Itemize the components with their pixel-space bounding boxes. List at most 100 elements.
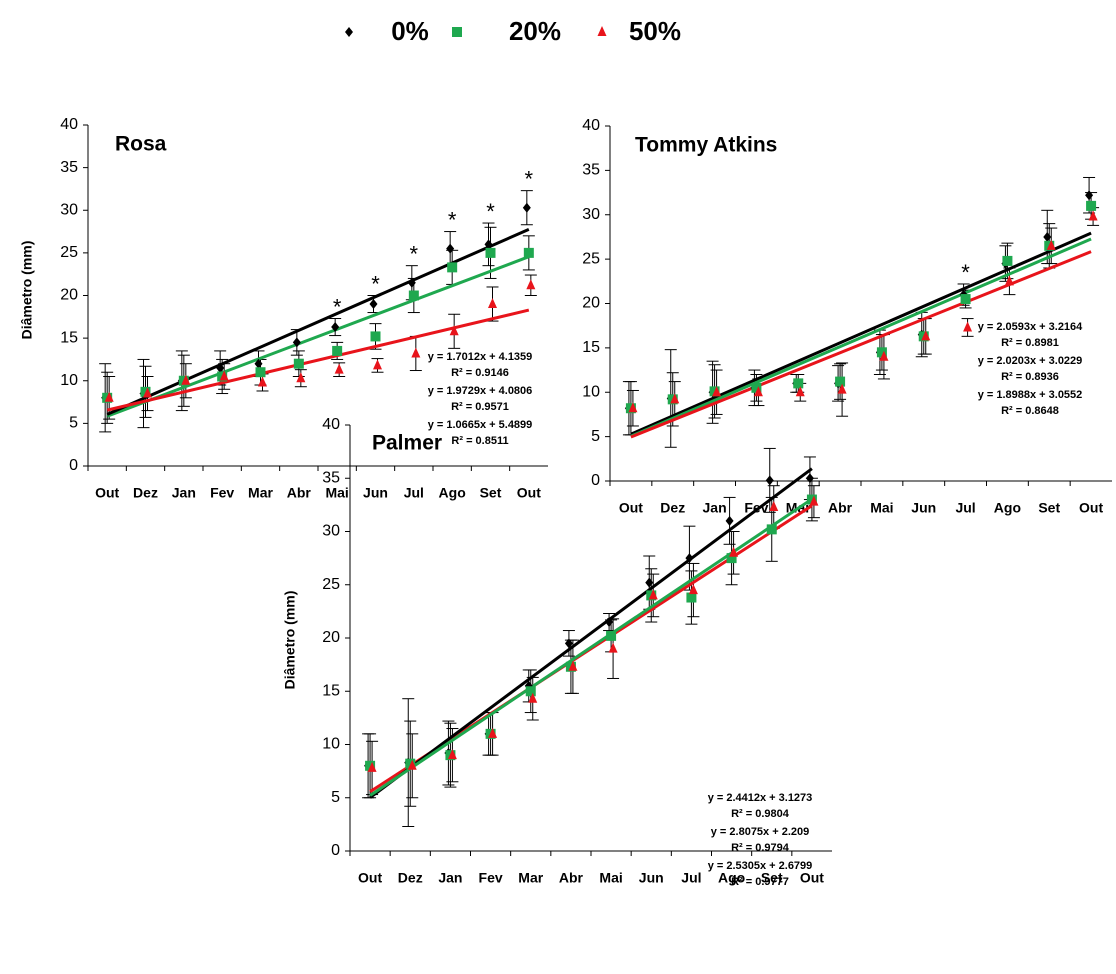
legend-label: 50% [629, 16, 681, 46]
marker [1085, 190, 1094, 201]
x-tick-label: Out [619, 500, 643, 516]
marker [334, 363, 344, 374]
x-tick-label: Mai [325, 485, 348, 501]
y-tick-label: 35 [322, 469, 340, 486]
significance-mark: * [371, 271, 380, 296]
marker [795, 386, 805, 397]
marker [140, 386, 151, 397]
marker [608, 642, 618, 653]
trend-equation: y = 2.0203x + 3.0229 [978, 355, 1083, 367]
marker [528, 692, 538, 703]
x-tick-label: Jun [363, 485, 388, 501]
marker [670, 393, 680, 404]
significance-mark: * [410, 241, 419, 266]
x-tick-label: Abr [559, 870, 584, 886]
marker [712, 386, 722, 397]
significance-mark: * [525, 166, 534, 191]
x-tick-label: Jan [172, 485, 196, 501]
x-tick-label: Jun [911, 500, 936, 516]
marker [332, 345, 343, 356]
trend-equation: y = 2.0593x + 3.2164 [978, 321, 1083, 333]
marker [405, 758, 416, 769]
marker [411, 347, 421, 358]
marker [373, 359, 382, 370]
marker [447, 262, 458, 273]
x-tick-label: Fev [479, 870, 503, 886]
trend-line [630, 231, 1092, 436]
y-tick-label: 10 [322, 736, 340, 753]
trend-r2: R² = 0.8981 [1001, 337, 1059, 349]
trend-line [369, 497, 813, 797]
marker [963, 321, 973, 332]
y-tick-label: 30 [60, 201, 78, 218]
trend-equation: y = 2.4412x + 3.1273 [708, 792, 813, 804]
legend-label: 20% [509, 16, 561, 46]
x-tick-label: Out [95, 485, 119, 501]
marker [605, 617, 614, 628]
x-tick-label: Abr [828, 500, 853, 516]
marker [449, 325, 459, 336]
trend-line [106, 255, 530, 418]
panel-title: Rosa [115, 133, 167, 156]
y-tick-label: 40 [582, 117, 600, 134]
marker [645, 577, 654, 588]
x-tick-label: Ago [718, 870, 745, 886]
marker [725, 515, 734, 526]
trend-equation: y = 1.7012x + 4.1359 [428, 351, 533, 363]
trend-line [106, 308, 530, 412]
x-tick-label: Mai [599, 870, 622, 886]
marker [766, 524, 777, 535]
y-tick-label: 20 [60, 287, 78, 304]
y-tick-label: 10 [60, 372, 78, 389]
trend-r2: R² = 0.8648 [1001, 405, 1059, 417]
marker [1046, 239, 1056, 250]
trend-equation: y = 1.0665x + 5.4899 [428, 419, 533, 431]
y-tick-label: 25 [60, 244, 78, 261]
x-tick-label: Mai [870, 500, 893, 516]
trend-r2: R² = 0.8511 [451, 435, 508, 447]
marker [751, 382, 762, 393]
marker [686, 592, 697, 603]
marker [367, 761, 377, 772]
x-tick-label: Out [1079, 500, 1103, 516]
x-tick-label: Out [358, 870, 382, 886]
y-tick-label: 20 [582, 295, 600, 312]
x-tick-label: Dez [133, 485, 158, 501]
significance-mark: * [486, 199, 495, 224]
marker [568, 660, 578, 671]
marker [407, 759, 417, 770]
marker [729, 546, 739, 557]
marker [628, 402, 638, 413]
marker [806, 494, 817, 505]
marker [181, 374, 191, 385]
marker [765, 475, 774, 486]
panel-title: Palmer [372, 432, 442, 455]
trend-r2: R² = 0.9571 [451, 401, 509, 413]
marker [876, 347, 887, 358]
marker [522, 202, 531, 213]
y-tick-label: 5 [331, 789, 340, 806]
marker [960, 294, 971, 305]
marker [447, 749, 457, 760]
marker [219, 370, 229, 381]
significance-mark: * [961, 260, 970, 285]
x-tick-label: Out [517, 485, 541, 501]
significance-mark: * [333, 294, 342, 319]
y-tick-label: 15 [322, 682, 340, 699]
y-tick-label: 5 [591, 428, 600, 445]
y-tick-label: 0 [331, 842, 340, 859]
y-tick-label: 15 [60, 329, 78, 346]
x-tick-label: Abr [287, 485, 312, 501]
marker [216, 362, 225, 373]
marker [452, 27, 462, 37]
marker [837, 383, 847, 394]
marker [258, 376, 267, 387]
marker [793, 378, 804, 389]
marker [1004, 275, 1014, 286]
marker [564, 638, 573, 649]
y-axis-label: Diâmetro (mm) [19, 241, 35, 340]
y-tick-label: 15 [582, 339, 600, 356]
y-tick-label: 0 [591, 472, 600, 489]
trend-r2: R² = 0.8936 [1001, 371, 1059, 383]
